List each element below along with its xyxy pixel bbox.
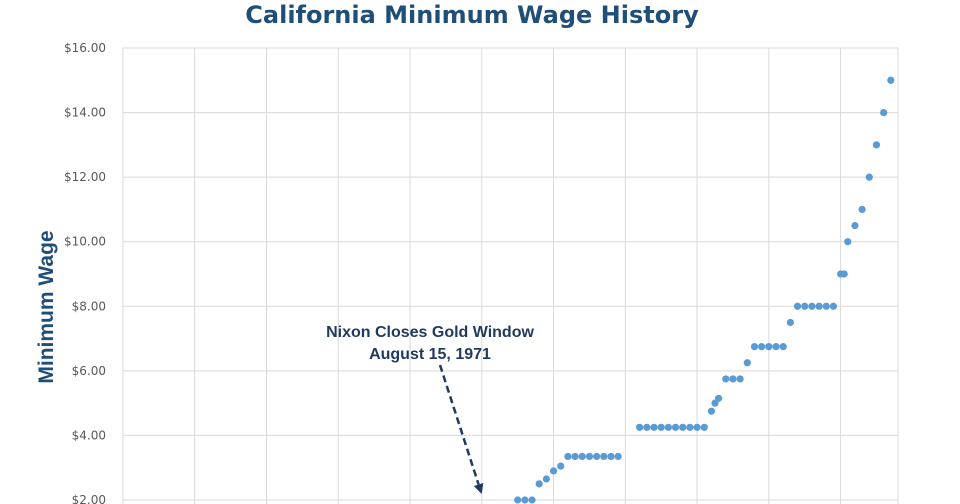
data-point xyxy=(535,480,543,488)
y-tick-label: $16.00 xyxy=(64,41,106,55)
data-point xyxy=(750,343,759,351)
data-point xyxy=(521,496,529,504)
data-point xyxy=(657,423,665,431)
data-point xyxy=(643,423,651,431)
data-point xyxy=(822,302,830,310)
data-point xyxy=(578,452,586,461)
data-point xyxy=(829,302,838,310)
gridlines xyxy=(122,47,899,504)
data-point xyxy=(779,343,787,351)
data-point xyxy=(528,496,536,504)
data-point xyxy=(844,238,852,246)
data-point xyxy=(650,423,658,431)
data-point xyxy=(564,452,572,461)
data-point xyxy=(693,423,701,431)
data-point xyxy=(514,496,522,504)
data-point xyxy=(607,452,615,461)
data-point xyxy=(887,76,895,84)
y-tick-label: $12.00 xyxy=(64,170,106,184)
data-point xyxy=(865,173,873,181)
annotation: Nixon Closes Gold Window August 15, 1971 xyxy=(326,324,534,494)
data-point xyxy=(722,375,730,383)
data-point xyxy=(715,394,723,402)
annotation-arrowhead xyxy=(473,482,484,494)
y-tick-label: $6.00 xyxy=(72,364,106,378)
y-tick-label: $4.00 xyxy=(72,428,106,442)
y-tick-label: $10.00 xyxy=(64,235,106,249)
data-point xyxy=(549,467,558,475)
data-point xyxy=(686,423,694,431)
data-point xyxy=(758,343,766,351)
data-point xyxy=(671,423,680,431)
data-point xyxy=(880,108,888,117)
y-axis-ticks: $2.00 $4.00 $6.00 $8.00 $10.00 $12.00 $14.00 $1… xyxy=(64,41,106,504)
data-point xyxy=(815,302,823,310)
data-point xyxy=(851,221,859,230)
data-point xyxy=(801,302,809,310)
annotation-line-2: August 15, 1971 xyxy=(369,346,491,363)
y-tick-label: $14.00 xyxy=(64,106,106,120)
y-tick-label: $8.00 xyxy=(72,299,106,313)
data-point xyxy=(707,407,716,415)
data-point xyxy=(614,452,622,461)
data-point xyxy=(872,141,881,149)
data-point xyxy=(765,343,773,351)
data-point xyxy=(840,270,848,278)
data-point xyxy=(664,423,672,431)
y-tick-label: $2.00 xyxy=(72,493,106,504)
data-point xyxy=(557,462,565,470)
data-point xyxy=(600,452,608,461)
annotation-line-1: Nixon Closes Gold Window xyxy=(326,324,534,341)
data-point xyxy=(571,452,579,461)
chart-title: California Minimum Wage History xyxy=(245,1,699,29)
data-point xyxy=(743,359,751,367)
annotation-arrow xyxy=(438,364,480,485)
data-point xyxy=(786,318,794,327)
data-point xyxy=(858,205,866,214)
data-point xyxy=(679,423,687,431)
data-point xyxy=(593,452,601,461)
data-point xyxy=(542,475,550,483)
data-point xyxy=(808,302,816,310)
y-axis-label: Minimum Wage xyxy=(35,230,58,383)
data-points xyxy=(514,76,895,504)
data-point xyxy=(793,302,802,310)
data-point xyxy=(636,423,644,431)
data-point xyxy=(585,452,594,461)
data-point xyxy=(736,375,744,383)
data-point xyxy=(700,423,708,431)
data-point xyxy=(772,343,780,351)
data-point xyxy=(729,375,737,383)
